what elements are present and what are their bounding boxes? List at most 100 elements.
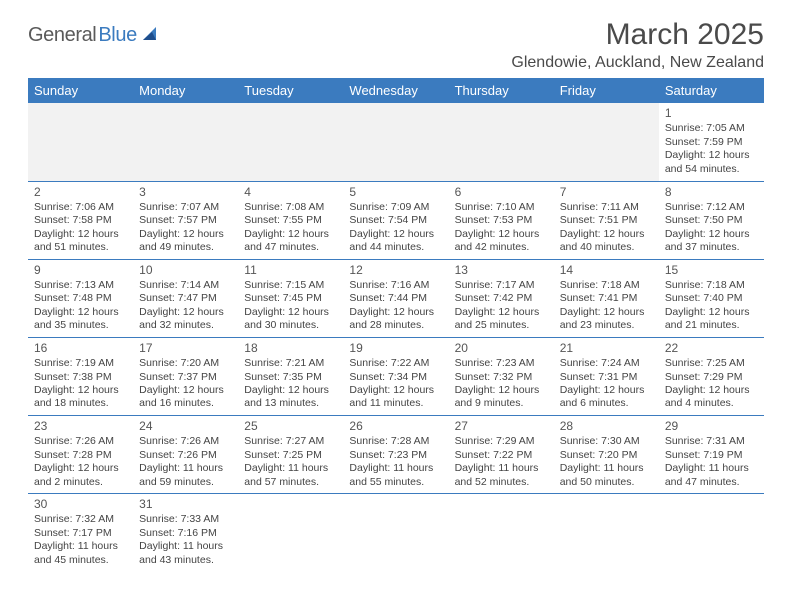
daylight-text: and 18 minutes. [34,397,127,410]
calendar-cell: 21Sunrise: 7:24 AMSunset: 7:31 PMDayligh… [554,337,659,415]
daylight-text: Daylight: 12 hours [455,384,548,397]
day-number: 12 [349,263,442,278]
calendar-cell [133,103,238,181]
daylight-text: Daylight: 12 hours [455,306,548,319]
day-number: 29 [665,419,758,434]
sunset-text: Sunset: 7:37 PM [139,371,232,384]
daylight-text: Daylight: 12 hours [349,228,442,241]
calendar-cell: 10Sunrise: 7:14 AMSunset: 7:47 PMDayligh… [133,259,238,337]
daylight-text: Daylight: 12 hours [139,228,232,241]
day-header: Wednesday [343,78,448,103]
sunset-text: Sunset: 7:38 PM [34,371,127,384]
day-header: Friday [554,78,659,103]
calendar-cell: 18Sunrise: 7:21 AMSunset: 7:35 PMDayligh… [238,337,343,415]
calendar-page: GeneralBlue March 2025 Glendowie, Auckla… [0,0,792,581]
sunrise-text: Sunrise: 7:07 AM [139,201,232,214]
calendar-cell [28,103,133,181]
sunrise-text: Sunrise: 7:09 AM [349,201,442,214]
calendar-cell: 11Sunrise: 7:15 AMSunset: 7:45 PMDayligh… [238,259,343,337]
daylight-text: Daylight: 12 hours [665,384,758,397]
calendar-cell: 13Sunrise: 7:17 AMSunset: 7:42 PMDayligh… [449,259,554,337]
sunrise-text: Sunrise: 7:30 AM [560,435,653,448]
calendar-cell [238,493,343,571]
daylight-text: Daylight: 12 hours [665,228,758,241]
calendar-cell: 22Sunrise: 7:25 AMSunset: 7:29 PMDayligh… [659,337,764,415]
day-number: 6 [455,185,548,200]
daylight-text: Daylight: 11 hours [455,462,548,475]
sunset-text: Sunset: 7:17 PM [34,527,127,540]
daylight-text: and 55 minutes. [349,476,442,489]
day-number: 17 [139,341,232,356]
daylight-text: Daylight: 11 hours [560,462,653,475]
day-number: 3 [139,185,232,200]
sunset-text: Sunset: 7:19 PM [665,449,758,462]
daylight-text: Daylight: 11 hours [349,462,442,475]
day-number: 8 [665,185,758,200]
day-number: 9 [34,263,127,278]
calendar-week-row: 30Sunrise: 7:32 AMSunset: 7:17 PMDayligh… [28,493,764,571]
daylight-text: and 47 minutes. [244,241,337,254]
daylight-text: and 13 minutes. [244,397,337,410]
sunset-text: Sunset: 7:32 PM [455,371,548,384]
day-number: 26 [349,419,442,434]
daylight-text: and 43 minutes. [139,554,232,567]
day-header: Sunday [28,78,133,103]
daylight-text: and 44 minutes. [349,241,442,254]
daylight-text: and 21 minutes. [665,319,758,332]
calendar-cell [343,103,448,181]
calendar-cell: 28Sunrise: 7:30 AMSunset: 7:20 PMDayligh… [554,415,659,493]
calendar-cell [449,103,554,181]
calendar-cell [659,493,764,571]
sunset-text: Sunset: 7:29 PM [665,371,758,384]
sunrise-text: Sunrise: 7:10 AM [455,201,548,214]
calendar-cell: 31Sunrise: 7:33 AMSunset: 7:16 PMDayligh… [133,493,238,571]
day-number: 30 [34,497,127,512]
daylight-text: and 4 minutes. [665,397,758,410]
calendar-cell [554,103,659,181]
sunset-text: Sunset: 7:44 PM [349,292,442,305]
logo-sail-icon [141,25,159,46]
day-header: Thursday [449,78,554,103]
sunrise-text: Sunrise: 7:17 AM [455,279,548,292]
day-number: 18 [244,341,337,356]
day-number: 27 [455,419,548,434]
calendar-cell [554,493,659,571]
sunset-text: Sunset: 7:48 PM [34,292,127,305]
daylight-text: Daylight: 12 hours [665,149,758,162]
sunrise-text: Sunrise: 7:12 AM [665,201,758,214]
day-header: Monday [133,78,238,103]
calendar-cell: 5Sunrise: 7:09 AMSunset: 7:54 PMDaylight… [343,181,448,259]
page-header: GeneralBlue March 2025 Glendowie, Auckla… [28,18,764,72]
daylight-text: and 25 minutes. [455,319,548,332]
day-number: 2 [34,185,127,200]
calendar-week-row: 23Sunrise: 7:26 AMSunset: 7:28 PMDayligh… [28,415,764,493]
day-number: 31 [139,497,232,512]
day-number: 23 [34,419,127,434]
sunset-text: Sunset: 7:57 PM [139,214,232,227]
calendar-cell [238,103,343,181]
sunset-text: Sunset: 7:50 PM [665,214,758,227]
daylight-text: Daylight: 12 hours [139,384,232,397]
daylight-text: and 2 minutes. [34,476,127,489]
sunset-text: Sunset: 7:25 PM [244,449,337,462]
calendar-cell: 14Sunrise: 7:18 AMSunset: 7:41 PMDayligh… [554,259,659,337]
sunset-text: Sunset: 7:31 PM [560,371,653,384]
sunrise-text: Sunrise: 7:31 AM [665,435,758,448]
sunrise-text: Sunrise: 7:23 AM [455,357,548,370]
sunrise-text: Sunrise: 7:13 AM [34,279,127,292]
daylight-text: Daylight: 12 hours [560,228,653,241]
calendar-cell: 9Sunrise: 7:13 AMSunset: 7:48 PMDaylight… [28,259,133,337]
daylight-text: and 23 minutes. [560,319,653,332]
day-number: 14 [560,263,653,278]
day-number: 22 [665,341,758,356]
calendar-cell: 24Sunrise: 7:26 AMSunset: 7:26 PMDayligh… [133,415,238,493]
day-number: 15 [665,263,758,278]
day-number: 16 [34,341,127,356]
daylight-text: Daylight: 12 hours [455,228,548,241]
location-subtitle: Glendowie, Auckland, New Zealand [511,54,764,72]
sunrise-text: Sunrise: 7:21 AM [244,357,337,370]
sunset-text: Sunset: 7:40 PM [665,292,758,305]
daylight-text: and 57 minutes. [244,476,337,489]
calendar-cell: 15Sunrise: 7:18 AMSunset: 7:40 PMDayligh… [659,259,764,337]
sunrise-text: Sunrise: 7:06 AM [34,201,127,214]
